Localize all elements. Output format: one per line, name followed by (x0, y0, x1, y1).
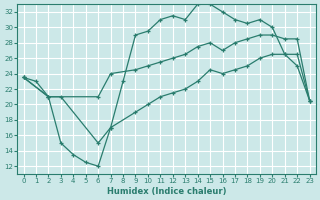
X-axis label: Humidex (Indice chaleur): Humidex (Indice chaleur) (107, 187, 226, 196)
